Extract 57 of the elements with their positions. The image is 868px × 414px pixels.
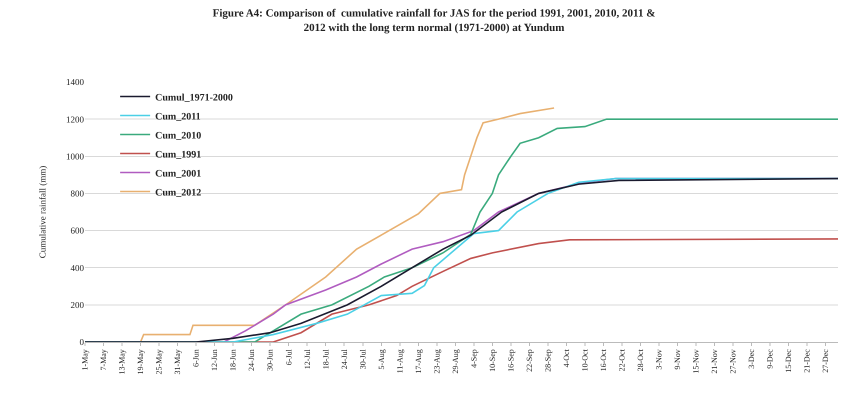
chart-title: Figure A4: Comparison of cumulative rainfall for JAS for the period 1991, 2001, 2010, 2011 & 2012 with the long term normal (1971-2000) at Yundum [212,8,656,34]
x-tick-label: 10-Oct [580,348,590,372]
x-tick-label: 24-Jul [340,348,349,370]
x-tick-label: 22-Oct [618,348,627,372]
x-tick-label: 13-May [118,349,127,375]
y-tick-label: 1400 [66,77,84,88]
y-tick-label: 800 [70,188,84,199]
x-tick-label: 12-Jun [210,349,220,371]
x-tick-label: 21-Dec [802,348,812,373]
x-tick-label: 3-Dec [747,348,756,369]
y-tick-label: 600 [70,226,84,236]
legend-label: Cumul_1971-2000 [155,92,233,104]
y-axis-title: Cumulative rainfall (mm) [37,166,48,258]
x-tick-label: 15-Dec [784,348,794,373]
legend-label: Cum_2011 [155,111,201,122]
x-tick-label: 25-May [154,349,164,375]
x-tick-label: 30-Jun [266,349,275,371]
x-tick-label: 19-May [136,349,146,375]
x-tick-label: 24-Jun [247,349,256,371]
x-tick-label: 6-Jul [284,348,294,366]
x-tick-label: 28-Sep [544,349,553,372]
x-tick-label: 18-Jul [321,348,330,370]
y-tick-label: 400 [70,262,84,273]
x-tick-label: 3-Nov [654,349,664,370]
x-tick-label: 30-Jul [358,348,368,370]
x-tick-label: 9-Nov [673,349,682,370]
x-tick-label: 10-Sep [488,349,497,372]
x-tick-label: 27-Nov [728,349,738,374]
x-tick-label: 22-Sep [524,349,534,372]
x-tick-label: 6-Jun [192,349,201,367]
y-tick-label: 1000 [66,151,84,162]
x-tick-label: 4-Oct [562,348,572,368]
legend-label: Cum_2012 [155,187,202,198]
x-tick-label: 9-Dec [766,348,775,369]
y-tick-label: 1200 [66,114,84,124]
x-tick-label: 28-Oct [636,348,646,372]
legend-label: Cum_1991 [155,149,202,160]
x-tick-label: 31-May [173,349,182,375]
y-tick-label: 200 [70,300,84,310]
x-tick-label: 15-Nov [692,349,701,374]
x-tick-label: 12-Jul [302,348,312,370]
x-tick-label: 16-Sep [506,349,516,372]
x-tick-label: 23-Aug [432,349,442,374]
x-tick-label: 4-Sep [469,349,478,368]
x-tick-label: 27-Dec [821,348,830,373]
x-tick-label: 5-Aug [376,349,386,370]
x-tick-label: 17-Aug [414,349,423,374]
x-tick-label: 16-Oct [599,348,608,372]
y-tick-label: 0 [80,337,84,348]
x-tick-label: 1-May [80,349,90,371]
x-tick-label: 29-Aug [450,349,460,374]
x-tick-label: 18-Jun [228,349,238,371]
x-tick-label: 21-Nov [710,349,720,374]
legend-label: Cum_2010 [155,130,202,142]
legend-label: Cum_2001 [155,168,202,180]
x-tick-label: 11-Aug [395,349,404,374]
x-tick-label: 7-May [99,349,108,371]
